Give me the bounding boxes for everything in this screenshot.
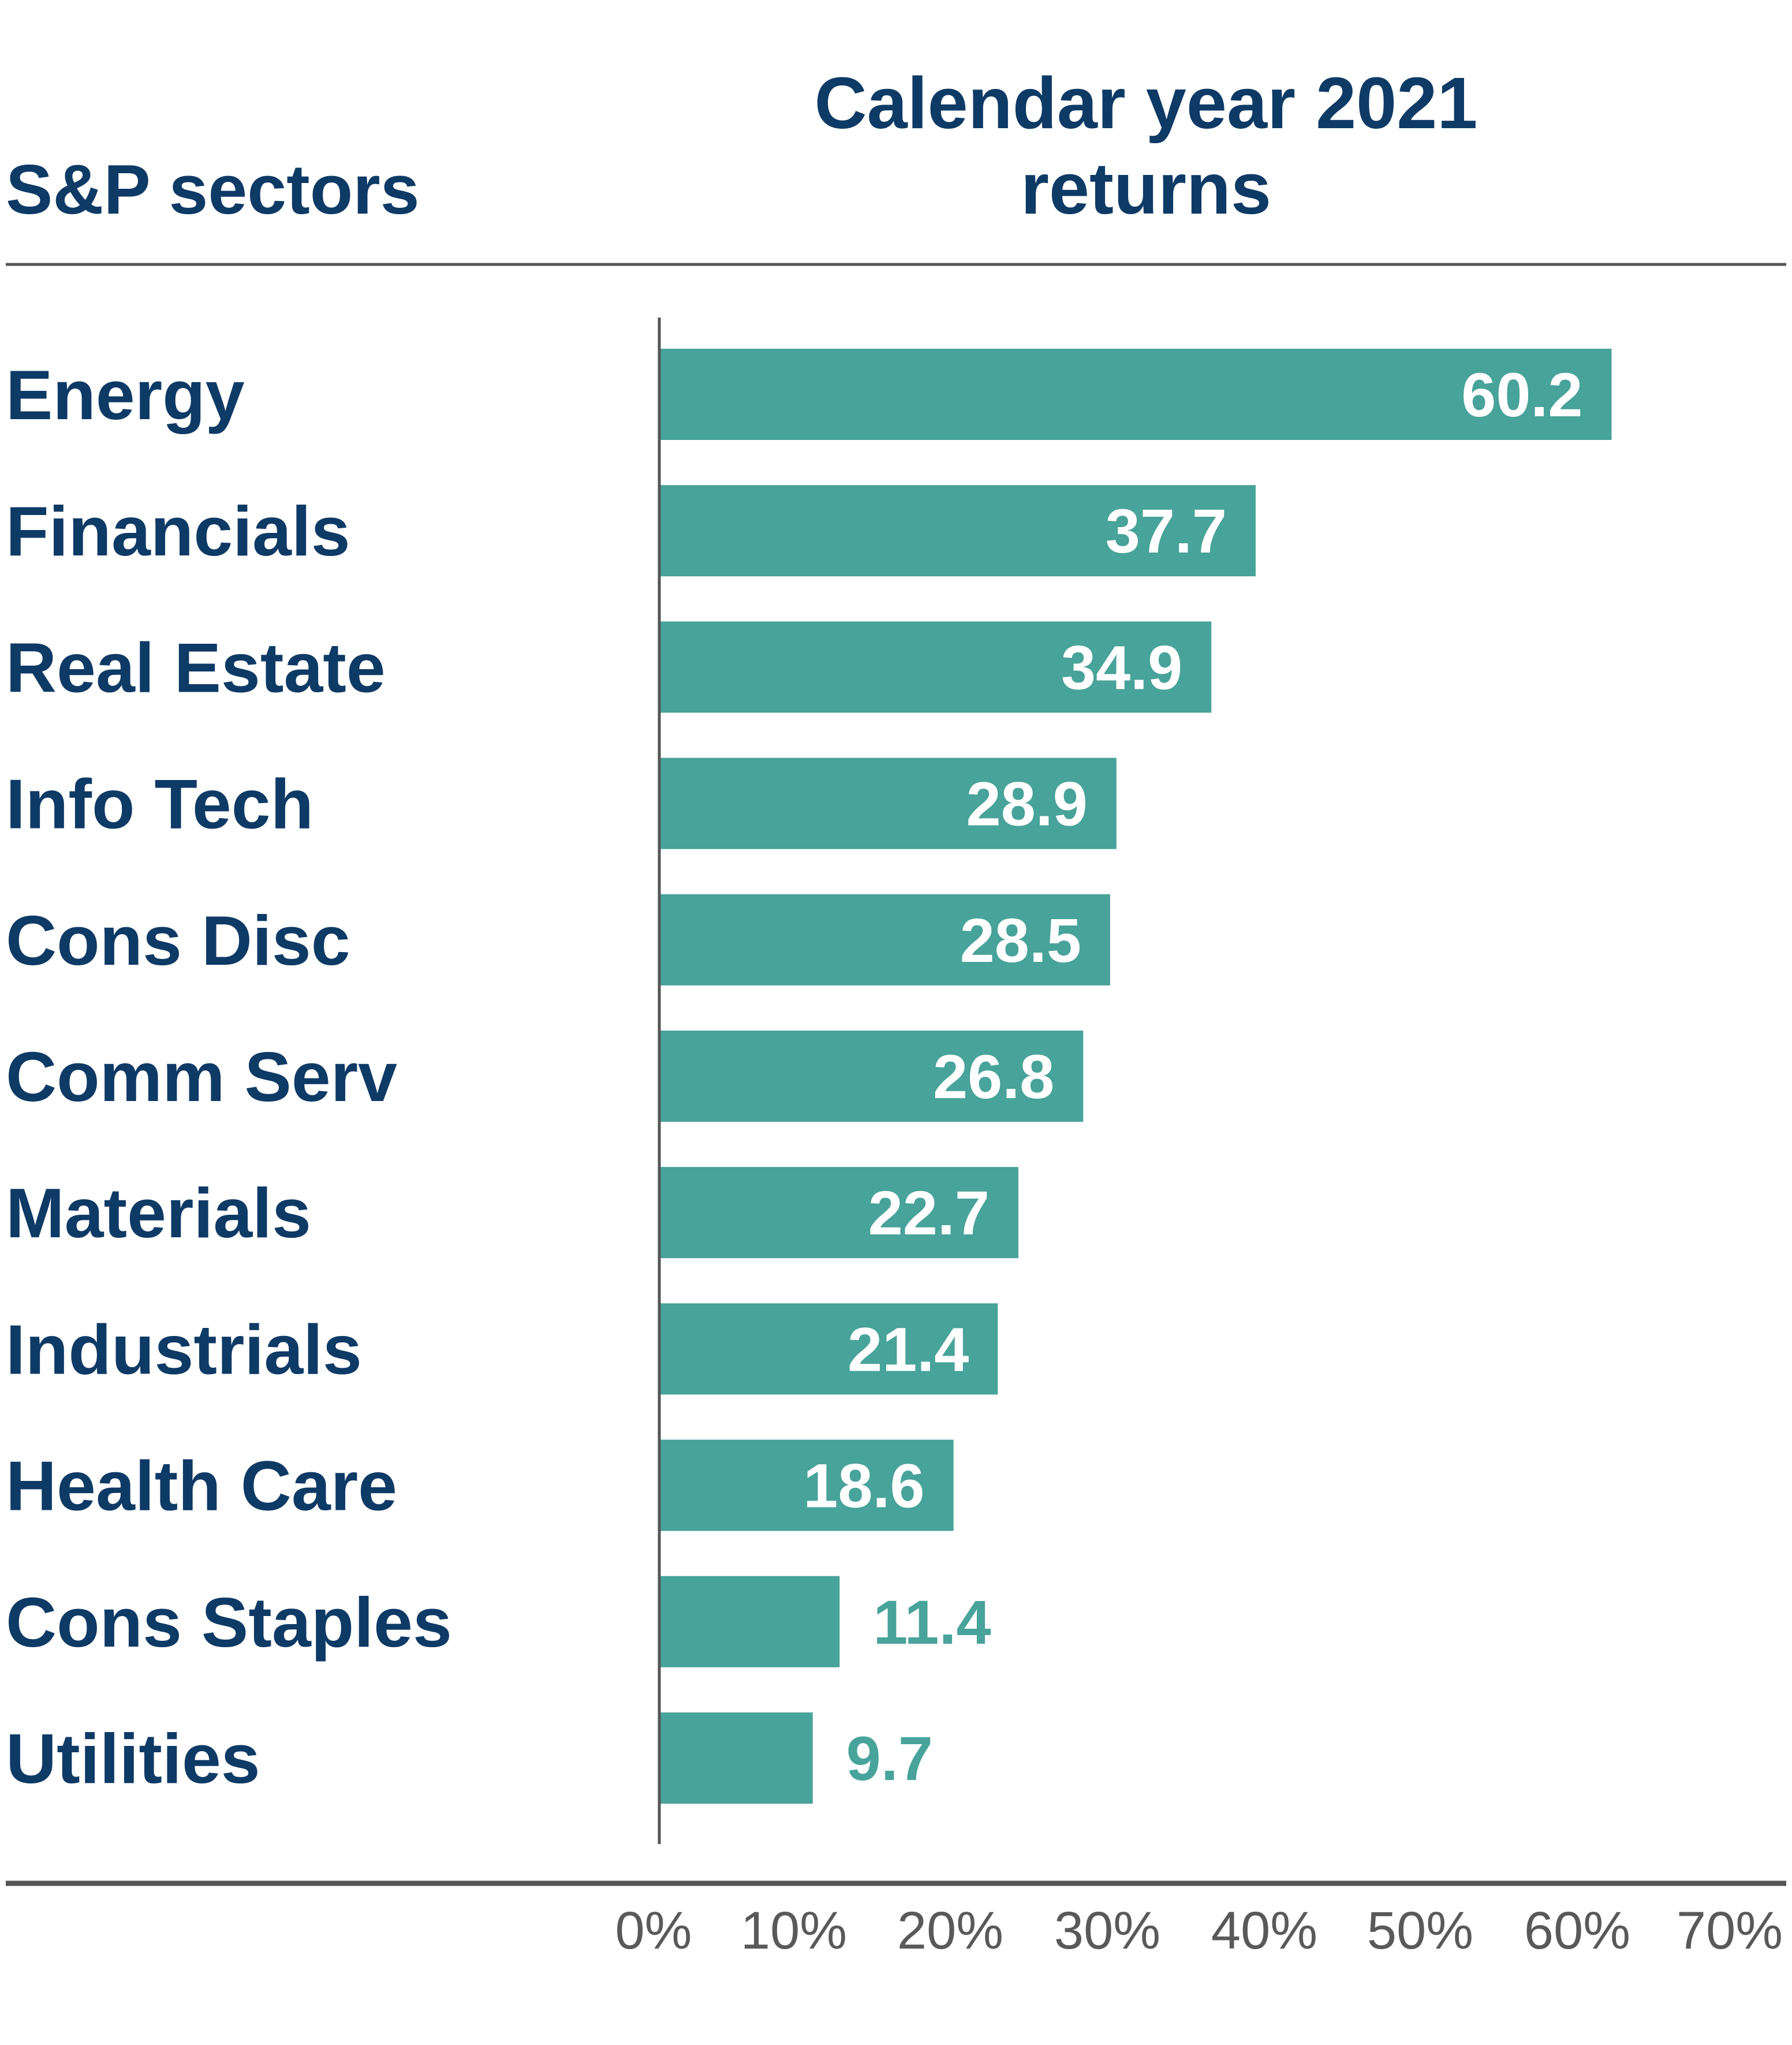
value-label-real-estate: 34.9 <box>1061 632 1182 702</box>
category-label-cons-staples: Cons Staples <box>6 1583 452 1662</box>
value-label-materials: 22.7 <box>868 1178 990 1248</box>
category-label-materials: Materials <box>6 1174 311 1252</box>
category-label-industrials: Industrials <box>6 1310 362 1389</box>
value-label-cons-staples: 11.4 <box>873 1587 991 1657</box>
category-label-comm-serv: Comm Serv <box>6 1038 397 1116</box>
value-label-info-tech: 28.9 <box>966 769 1088 839</box>
categories-heading: S&P sectors <box>6 150 420 229</box>
bar-health-care <box>659 1439 954 1531</box>
x-tick-label-30: 30% <box>1054 1901 1160 1960</box>
bar-energy <box>659 349 1612 440</box>
value-label-health-care: 18.6 <box>803 1451 924 1521</box>
bar-comm-serv <box>659 1031 1084 1122</box>
x-tick-label-70: 70% <box>1677 1901 1783 1960</box>
bar-cons-staples <box>659 1576 840 1667</box>
x-tick-label-50: 50% <box>1367 1901 1473 1960</box>
category-label-energy: Energy <box>6 356 245 434</box>
x-tick-label-0: 0% <box>615 1901 692 1960</box>
chart-title-line1: Calendar year 2021 <box>815 62 1478 144</box>
category-label-cons-disc: Cons Disc <box>6 901 350 980</box>
value-label-cons-disc: 28.5 <box>960 905 1081 975</box>
ticks-layer: 0% 10% 20% 30% 40% 50% 60% 70% <box>615 1901 1783 1960</box>
x-tick-label-40: 40% <box>1211 1901 1317 1960</box>
chart-title-line2: returns <box>1021 148 1271 229</box>
bars-layer: Energy 60.2 Financials 37.7 Real Estate 34.9 I… <box>6 349 1612 1804</box>
value-label-financials: 37.7 <box>1106 496 1227 566</box>
x-tick-label-20: 20% <box>897 1901 1003 1960</box>
bar-real-estate <box>659 621 1212 713</box>
bar-financials <box>659 485 1256 577</box>
category-label-utilities: Utilities <box>6 1719 260 1798</box>
x-tick-label-60: 60% <box>1524 1901 1630 1960</box>
bar-cons-disc <box>659 894 1110 986</box>
category-label-financials: Financials <box>6 492 350 570</box>
value-label-energy: 60.2 <box>1461 360 1582 430</box>
bar-materials <box>659 1167 1018 1259</box>
category-label-real-estate: Real Estate <box>6 628 386 707</box>
bar-info-tech <box>659 757 1117 849</box>
value-label-industrials: 21.4 <box>848 1314 969 1384</box>
x-tick-label-10: 10% <box>741 1901 847 1960</box>
value-label-comm-serv: 26.8 <box>933 1042 1054 1111</box>
bar-utilities <box>659 1712 813 1804</box>
category-label-info-tech: Info Tech <box>6 765 313 844</box>
bar-industrials <box>659 1303 998 1395</box>
category-label-health-care: Health Care <box>6 1447 397 1525</box>
value-label-utilities: 9.7 <box>846 1723 933 1793</box>
